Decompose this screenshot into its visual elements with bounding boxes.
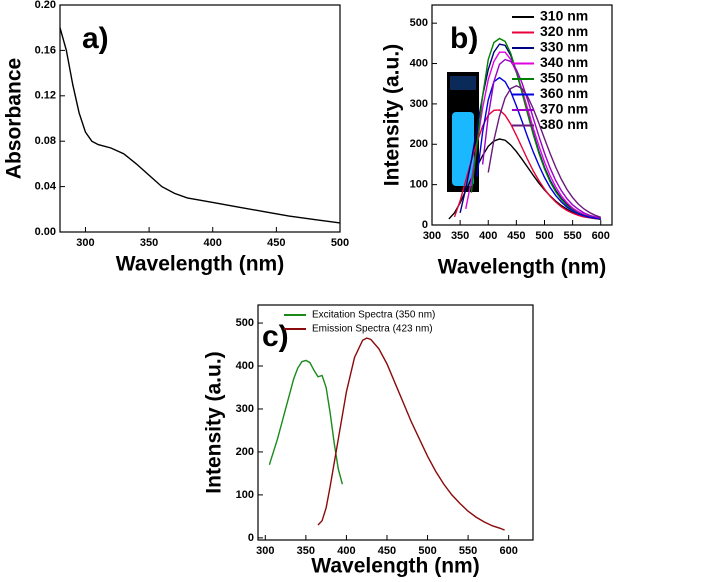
x-tick-label: 450 (378, 545, 396, 557)
x-tick-label: 300 (256, 545, 274, 557)
x-tick-label: 400 (204, 237, 222, 249)
y-tick-label: 0.04 (35, 181, 57, 193)
panel-label: b) (450, 22, 478, 55)
x-tick-label: 350 (140, 237, 158, 249)
x-tick-label: 350 (297, 545, 315, 557)
y-tick-label: 200 (410, 138, 428, 150)
y-tick-label: 0.16 (35, 44, 56, 56)
legend-label: 350 nm (540, 70, 588, 86)
data-line (59, 27, 341, 224)
vial-inset (447, 72, 479, 192)
y-tick-label: 0.08 (35, 135, 56, 147)
y-tick-label: 0.12 (35, 90, 56, 102)
x-tick-label: 600 (499, 545, 517, 557)
y-tick-label: 100 (236, 489, 254, 501)
x-tick-label: 400 (479, 230, 497, 242)
x-axis-title: Wavelength (nm) (116, 253, 284, 276)
series-line (317, 337, 505, 531)
y-tick-label: 0.20 (35, 0, 56, 11)
series-line (487, 84, 601, 218)
y-tick-label: 500 (236, 317, 254, 329)
x-axis-title: Wavelength (nm) (311, 555, 479, 578)
y-tick-label: 400 (410, 57, 428, 69)
y-tick-label: 300 (236, 403, 254, 415)
y-tick-label: 0.00 (35, 226, 56, 238)
x-tick-label: 500 (535, 230, 553, 242)
y-tick-label: 400 (236, 360, 254, 372)
y-tick-label: 500 (410, 17, 428, 29)
panel-label: a) (82, 22, 109, 55)
y-tick-label: 0 (422, 219, 428, 231)
vial-glow (452, 112, 474, 186)
y-axis-title: Absorbance (3, 58, 26, 179)
x-tick-label: 550 (459, 545, 477, 557)
legend-label: 340 nm (540, 54, 588, 70)
y-tick-label: 300 (410, 98, 428, 110)
x-tick-label: 300 (423, 230, 441, 242)
x-tick-label: 500 (418, 545, 436, 557)
legend-label: 310 nm (540, 8, 588, 24)
y-tick-label: 200 (236, 446, 254, 458)
y-tick-label: 0 (248, 532, 254, 544)
y-tick-label: 100 (410, 179, 428, 191)
series-line (481, 58, 601, 219)
y-axis-title: Intensity (a.u.) (203, 351, 226, 493)
legend-label: 330 nm (540, 39, 588, 55)
series-line (268, 359, 344, 485)
vial-cap (450, 76, 476, 90)
x-tick-label: 450 (267, 237, 285, 249)
x-tick-label: 450 (507, 230, 525, 242)
plot-frame (431, 4, 613, 226)
plot-frame (257, 304, 534, 541)
legend-label: 380 nm (540, 116, 588, 132)
legend-label: Emission Spectra (423 nm) (312, 324, 433, 335)
x-tick-label: 300 (76, 237, 94, 249)
legend-label: 360 nm (540, 85, 588, 101)
x-tick-label: 500 (331, 237, 349, 249)
x-tick-label: 600 (592, 230, 610, 242)
series-line (453, 109, 601, 220)
x-tick-label: 350 (451, 230, 469, 242)
y-axis-title: Intensity (a.u.) (381, 44, 404, 186)
x-tick-label: 400 (337, 545, 355, 557)
x-axis-title: Wavelength (nm) (438, 256, 606, 279)
legend-label: 370 nm (540, 101, 588, 117)
legend-label: 320 nm (540, 23, 588, 39)
plot-frame (59, 4, 341, 233)
panel-label: c) (262, 320, 289, 353)
series-line (476, 76, 601, 220)
series-line (465, 51, 601, 220)
legend-label: Excitation Spectra (350 nm) (312, 310, 435, 321)
x-tick-label: 550 (563, 230, 581, 242)
